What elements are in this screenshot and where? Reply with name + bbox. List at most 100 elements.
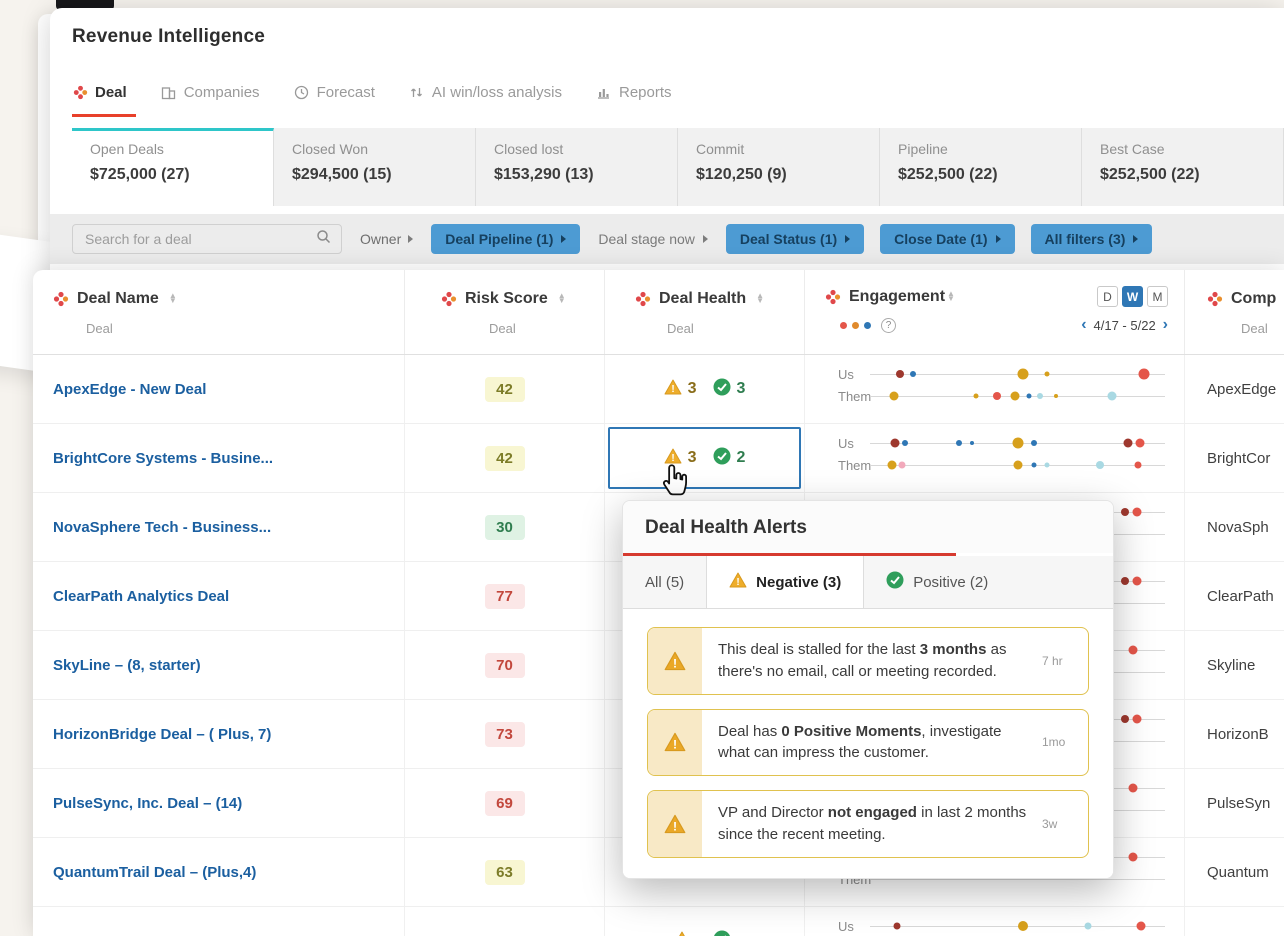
filter-pill-deal-status-1-[interactable]: Deal Status (1) [725, 224, 865, 254]
engagement-dot [902, 440, 909, 446]
deal-name-link[interactable]: HorizonBridge Deal – ( Plus, 7) [53, 725, 272, 743]
summary-card-value: $294,500 (15) [292, 166, 392, 183]
deal-name-link[interactable]: PulseSync, Inc. Deal – (14) [53, 794, 243, 812]
help-icon[interactable]: ? [881, 317, 896, 333]
popup-tab-all-5-[interactable]: All (5) [645, 573, 685, 591]
popup-tab-negative-3-[interactable]: ! Negative (3) [706, 556, 865, 608]
company-name: NovaSph [1207, 518, 1269, 536]
chevron-left-icon[interactable]: ‹ [1081, 316, 1087, 333]
deal-name-link[interactable]: BrightCore Systems - Busine... [53, 449, 274, 467]
sort-icon[interactable]: ▲ ▼ [756, 291, 765, 305]
sort-icon[interactable]: ▲ ▼ [557, 291, 566, 305]
deal-name-link[interactable]: QuantumTrail Deal – (Plus,4) [53, 863, 257, 881]
deal-health-cell[interactable]: ! [605, 907, 805, 936]
engagement-dot [1121, 577, 1130, 585]
summary-card-closed-won[interactable]: Closed Won $294,500 (15) [274, 128, 476, 206]
engagement-dot [1030, 440, 1037, 446]
chevron-right-icon[interactable]: › [1162, 316, 1168, 333]
winloss-icon [409, 85, 425, 101]
sort-icon[interactable]: ▲ ▼ [947, 288, 955, 303]
risk-score-badge: 42 [484, 376, 525, 402]
engagement-column-icon [825, 289, 841, 305]
hand-cursor-icon [657, 464, 689, 505]
sort-icon[interactable]: ▲ ▼ [168, 291, 177, 305]
summary-card-open-deals[interactable]: Open Deals $725,000 (27) [72, 128, 274, 206]
engagement-dot [969, 441, 974, 445]
table-row: ! Us Them [33, 907, 1284, 936]
date-range-label: 4/17 - 5/22 [1093, 317, 1156, 333]
nav-tab-reports[interactable]: Reports [596, 84, 672, 101]
risk-score-column-icon [441, 291, 457, 307]
active-tab-underline [72, 114, 136, 117]
nav-tab-ai-win-loss-analysis[interactable]: AI win/loss analysis [409, 84, 562, 101]
caret-right-icon [561, 235, 567, 243]
filter-pill-deal-stage-now[interactable]: Deal stage now [596, 224, 710, 254]
deal-health-cell[interactable]: ! 3 3 [605, 355, 805, 423]
engagement-dot [1128, 645, 1138, 655]
summary-cards-row: Open Deals $725,000 (27) Closed Won $294… [72, 128, 1284, 206]
deal-name-link[interactable]: ApexEdge - New Deal [53, 380, 207, 398]
deal-health-alerts-popup: Deal Health Alerts All (5) ! Negative (3… [622, 500, 1114, 879]
engagement-dot [1053, 394, 1058, 398]
nav-tab-companies[interactable]: Companies [161, 84, 260, 101]
svg-text:!: ! [673, 738, 677, 752]
caret-right-icon [408, 235, 414, 243]
period-segment-m[interactable]: M [1147, 286, 1168, 307]
nav-tab-forecast[interactable]: Forecast [294, 84, 375, 101]
page-title: Revenue Intelligence [72, 26, 266, 47]
engagement-dot [1013, 460, 1022, 470]
engagement-row-label: Us [838, 366, 854, 382]
engagement-dot [909, 371, 916, 377]
deal-name-link[interactable]: ClearPath Analytics Deal [53, 587, 230, 605]
caret-right-icon [702, 235, 708, 243]
column-header-company[interactable]: Comp Deal [1185, 270, 1284, 354]
alert-text: VP and Director not engaged in last 2 mo… [718, 804, 1027, 843]
engagement-dot [1031, 462, 1037, 468]
filter-pill-all-filters-3-[interactable]: All filters (3) [1030, 224, 1153, 254]
engagement-dot [1018, 921, 1029, 931]
engagement-timeline-us [870, 363, 1165, 385]
summary-card-commit[interactable]: Commit $120,250 (9) [678, 128, 880, 206]
deal-search-box[interactable] [72, 224, 342, 254]
engagement-timeline-them [870, 385, 1165, 407]
check-icon [713, 447, 731, 470]
engagement-timeline-them [870, 454, 1165, 476]
filter-pill-close-date-1-[interactable]: Close Date (1) [880, 224, 1015, 254]
column-header-risk-score[interactable]: Risk Score ▲ ▼ Deal [405, 270, 605, 354]
svg-text:!: ! [737, 577, 740, 588]
search-input[interactable] [83, 230, 307, 248]
warning-icon: ! [729, 572, 747, 592]
summary-card-pipeline[interactable]: Pipeline $252,500 (22) [880, 128, 1082, 206]
summary-card-best-case[interactable]: Best Case $252,500 (22) [1082, 128, 1284, 206]
filter-pill-deal-pipeline-1-[interactable]: Deal Pipeline (1) [431, 224, 581, 254]
nav-tab-deal[interactable]: Deal [72, 84, 127, 101]
reports-icon [596, 85, 612, 101]
warning-icon: ! [648, 791, 702, 857]
deal-health-cell[interactable]: ! 3 2 [605, 424, 805, 496]
summary-card-closed-lost[interactable]: Closed lost $153,290 (13) [476, 128, 678, 206]
period-segment-d[interactable]: D [1097, 286, 1118, 307]
deal-name-link[interactable]: SkyLine – (8, starter) [53, 656, 201, 674]
check-icon [713, 378, 731, 401]
popup-title: Deal Health Alerts [623, 501, 1113, 553]
deal-health-column-icon [635, 291, 651, 307]
caret-right-icon [1133, 235, 1139, 243]
engagement-dot [1084, 922, 1092, 930]
popup-tab-positive-2-[interactable]: Positive (2) [864, 556, 1010, 608]
engagement-dot [1012, 437, 1023, 449]
caret-right-icon [845, 235, 851, 243]
deal-name-link[interactable]: NovaSphere Tech - Business... [53, 518, 272, 536]
engagement-dot [1132, 714, 1142, 724]
engagement-dot [1096, 461, 1105, 469]
column-header-deal-name[interactable]: Deal Name ▲ ▼ Deal [33, 270, 405, 354]
engagement-row-label: Them [838, 388, 872, 404]
period-segment-w[interactable]: W [1122, 286, 1143, 307]
owner-dropdown[interactable]: Owner [360, 231, 414, 247]
engagement-dot [895, 370, 904, 378]
column-header-deal-health[interactable]: Deal Health ▲ ▼ Deal [605, 270, 805, 354]
summary-card-label: Commit [696, 141, 745, 157]
engagement-row-label: Us [838, 918, 854, 934]
alert-text: Deal has 0 Positive Moments, investigate… [718, 722, 1002, 762]
